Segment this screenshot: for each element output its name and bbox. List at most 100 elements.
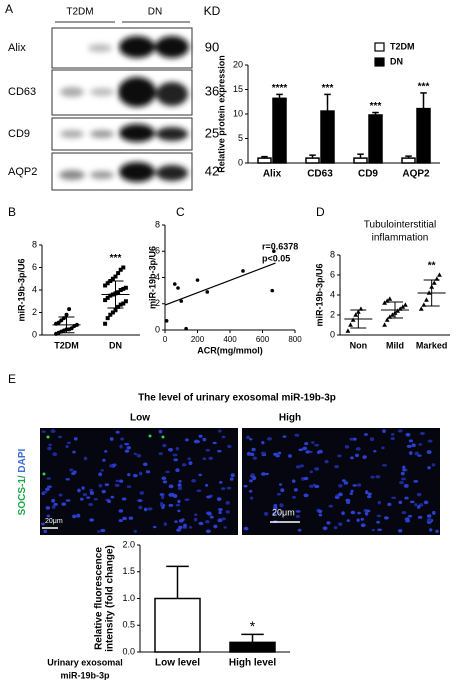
nucleus	[206, 495, 212, 499]
x-tick-label: Alix	[263, 169, 282, 180]
x-tick-label: 0	[163, 335, 168, 344]
nucleus	[159, 501, 164, 506]
stain-label: SOCS-1/ DAPI	[17, 448, 28, 515]
nucleus	[104, 483, 110, 487]
nucleus	[177, 483, 182, 488]
nucleus	[426, 518, 432, 522]
nucleus	[416, 492, 422, 497]
nucleus	[295, 465, 301, 469]
nucleus	[341, 479, 346, 482]
nucleus	[160, 495, 165, 500]
nucleus	[408, 439, 414, 443]
nucleus	[349, 492, 353, 496]
nucleus	[221, 435, 226, 439]
nucleus	[143, 507, 148, 512]
kd-label: 36	[205, 83, 219, 98]
nucleus	[107, 499, 112, 503]
nucleus	[360, 518, 365, 521]
nucleus	[266, 437, 273, 441]
nucleus	[126, 446, 132, 450]
x-tick-label: Mild	[386, 340, 404, 350]
nucleus	[371, 528, 376, 532]
figure-title: The level of urinary exosomal miR-19b-3p	[138, 393, 336, 404]
nucleus	[133, 529, 137, 533]
nucleus	[43, 529, 48, 534]
nucleus	[346, 519, 351, 522]
nucleus	[390, 437, 395, 441]
column-label: Low	[130, 413, 150, 424]
nucleus	[401, 511, 407, 515]
nucleus	[435, 529, 439, 533]
nucleus	[115, 430, 120, 434]
scale-bar-label: 20μm	[45, 518, 63, 525]
bar	[154, 597, 201, 653]
data-point	[424, 297, 429, 302]
nucleus	[252, 476, 257, 481]
legend-swatch	[374, 42, 385, 52]
nucleus	[202, 437, 207, 442]
y-tick-label: 2	[155, 298, 160, 308]
data-point	[384, 317, 390, 322]
data-point	[176, 286, 180, 290]
nucleus	[411, 443, 416, 448]
nucleus	[100, 528, 106, 533]
nucleus	[209, 515, 214, 519]
nucleus	[248, 489, 253, 493]
nucleus	[79, 497, 84, 501]
nucleus	[89, 491, 95, 495]
data-point	[59, 318, 64, 323]
y-tick-label: 0.0	[122, 646, 135, 656]
nucleus	[273, 506, 278, 511]
band	[119, 162, 155, 182]
nucleus	[304, 441, 309, 446]
data-point	[418, 306, 424, 311]
data-point	[395, 308, 400, 313]
blot-row-label: CD9	[8, 128, 30, 140]
y-tick-label: 0	[330, 329, 335, 339]
nucleus	[161, 505, 165, 510]
kd-label: 42	[205, 163, 219, 178]
significance: ***	[418, 82, 430, 93]
nucleus	[407, 514, 413, 518]
fit-line	[164, 262, 276, 306]
nucleus	[213, 524, 218, 529]
data-point	[382, 322, 387, 327]
x-axis-label: miR-19b-3p	[60, 670, 110, 680]
chart-title: Tubulointerstitial	[364, 220, 436, 231]
nucleus	[432, 510, 436, 515]
nucleus	[426, 514, 432, 518]
nucleus	[168, 484, 174, 489]
nucleus	[187, 457, 191, 461]
nucleus	[367, 492, 372, 496]
data-point	[179, 299, 184, 303]
group-label: T2DM	[66, 7, 93, 18]
nucleus	[121, 497, 127, 501]
significance: *	[250, 618, 256, 634]
nucleus	[376, 514, 382, 518]
nucleus	[249, 438, 253, 441]
nucleus	[83, 456, 88, 461]
nucleus	[355, 447, 361, 451]
band	[90, 130, 114, 138]
nucleus	[124, 449, 130, 453]
nucleus	[343, 481, 348, 485]
nucleus	[409, 451, 413, 456]
nucleus	[370, 475, 375, 479]
blot-row-label: CD63	[8, 86, 36, 98]
y-tick-label: 10	[233, 108, 243, 118]
nucleus	[357, 483, 362, 487]
nucleus	[326, 521, 331, 525]
blot-frame	[51, 117, 193, 151]
nucleus	[356, 518, 360, 523]
nucleus	[220, 487, 226, 491]
nucleus	[81, 486, 85, 490]
y-tick-label: 0	[32, 329, 37, 339]
data-point	[113, 308, 118, 313]
data-point	[123, 285, 128, 290]
x-tick-label: 400	[223, 335, 237, 344]
y-tick-label: 0	[238, 157, 243, 167]
nucleus	[162, 480, 168, 484]
data-point	[116, 304, 121, 309]
nucleus	[337, 454, 342, 458]
nucleus	[382, 464, 387, 467]
